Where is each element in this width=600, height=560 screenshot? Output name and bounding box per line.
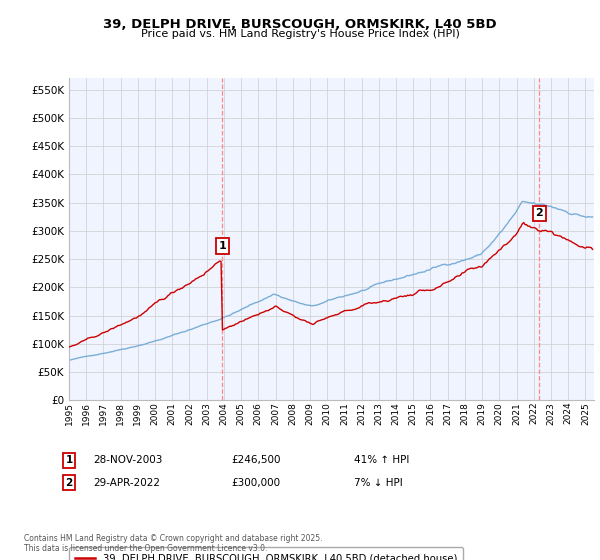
Text: 28-NOV-2003: 28-NOV-2003 [93, 455, 163, 465]
Text: 29-APR-2022: 29-APR-2022 [93, 478, 160, 488]
Legend: 39, DELPH DRIVE, BURSCOUGH, ORMSKIRK, L40 5BD (detached house), HPI: Average pri: 39, DELPH DRIVE, BURSCOUGH, ORMSKIRK, L4… [69, 547, 463, 560]
Text: 41% ↑ HPI: 41% ↑ HPI [354, 455, 409, 465]
Text: 1: 1 [218, 241, 226, 251]
Text: £246,500: £246,500 [231, 455, 281, 465]
Text: £300,000: £300,000 [231, 478, 280, 488]
Text: 2: 2 [536, 208, 544, 218]
Text: 7% ↓ HPI: 7% ↓ HPI [354, 478, 403, 488]
Text: Contains HM Land Registry data © Crown copyright and database right 2025.
This d: Contains HM Land Registry data © Crown c… [24, 534, 323, 553]
Text: 2: 2 [65, 478, 73, 488]
Text: 39, DELPH DRIVE, BURSCOUGH, ORMSKIRK, L40 5BD: 39, DELPH DRIVE, BURSCOUGH, ORMSKIRK, L4… [103, 18, 497, 31]
Text: Price paid vs. HM Land Registry's House Price Index (HPI): Price paid vs. HM Land Registry's House … [140, 29, 460, 39]
Text: 1: 1 [65, 455, 73, 465]
